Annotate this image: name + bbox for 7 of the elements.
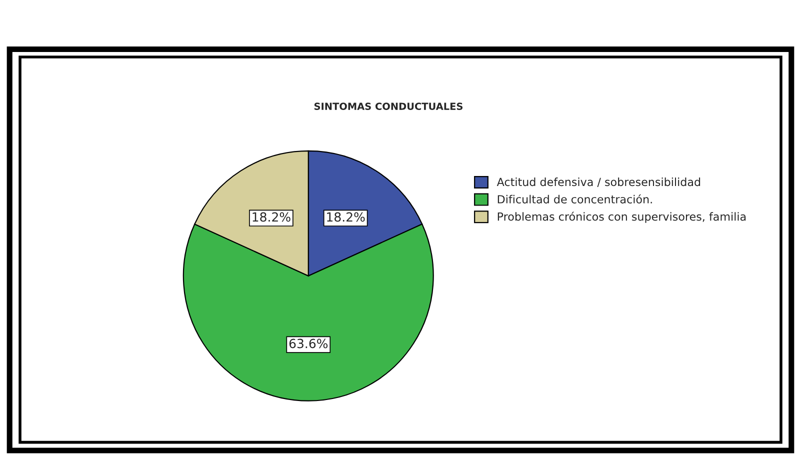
legend-label: Problemas crónicos con supervisores, familia bbox=[498, 212, 746, 223]
data-label: 63.6% bbox=[289, 338, 328, 348]
chart-title: SINTOMAS CONDUCTUALES bbox=[314, 102, 463, 110]
data-label: 18.2% bbox=[252, 212, 290, 222]
data-label: 18.2% bbox=[327, 212, 365, 222]
legend-label: Dificultad de concentración. bbox=[498, 194, 652, 204]
legend-label: Actitud defensiva / sobresensibilidad bbox=[496, 178, 700, 188]
